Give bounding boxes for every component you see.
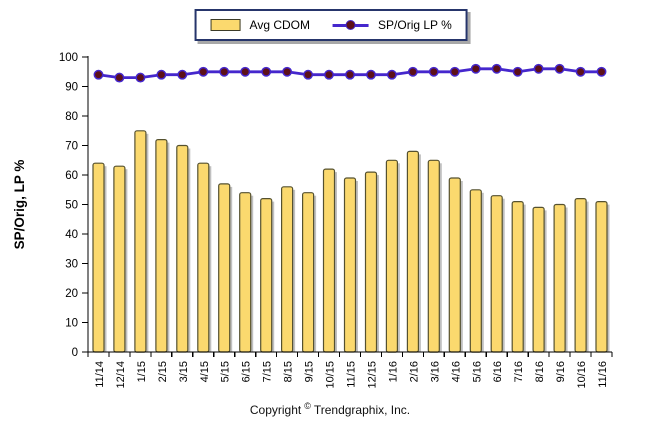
x-tick-label: 7/16 [513, 361, 525, 382]
bar-8-16 [532, 206, 545, 353]
x-tick-label: 5/15 [220, 361, 232, 382]
x-tick-label: 2/15 [157, 361, 169, 382]
bar-7-15 [260, 198, 273, 353]
line-point-4-16 [449, 66, 460, 77]
x-tick-label: 5/16 [471, 361, 483, 382]
x-tick-label: 6/15 [241, 361, 253, 382]
x-tick-label: 3/16 [429, 361, 441, 382]
legend-line-marker-icon [346, 20, 357, 30]
x-tick-label: 11/16 [597, 361, 609, 388]
x-tick-label: 4/16 [450, 361, 462, 382]
line-point-2-15 [156, 69, 167, 80]
y-tick-label: 70 [65, 141, 78, 153]
bar-5-16 [469, 189, 482, 353]
bar-12-14 [113, 165, 126, 353]
bar-11-15 [343, 177, 357, 353]
line-point-2-16 [407, 66, 418, 77]
line-point-11-15 [345, 69, 355, 80]
y-axis-title: SP/Orig, LP % [12, 160, 27, 250]
bar-3-16 [427, 159, 440, 353]
line-point-1-15 [135, 72, 146, 83]
copyright-prefix: Copyright [249, 403, 302, 417]
line-point-8-15 [282, 66, 293, 77]
x-tick-label: 6/16 [492, 361, 504, 382]
bar-11-14 [92, 162, 105, 353]
bar-7-16 [511, 201, 524, 353]
bar-3-15 [176, 144, 189, 353]
legend-bar-label: Avg CDOM [249, 18, 311, 32]
bar-4-15 [197, 162, 210, 353]
y-tick-label: 80 [65, 111, 78, 123]
y-tick-label: 40 [65, 229, 78, 241]
y-tick-label: 0 [72, 347, 78, 359]
y-tick-label: 60 [65, 170, 78, 182]
copyright-company: Trendgraphix, Inc. [313, 403, 411, 417]
bar-4-16 [448, 177, 461, 353]
bar-2-16 [406, 150, 419, 353]
line-point-11-14 [93, 69, 104, 80]
x-tick-label: 1/15 [136, 361, 148, 382]
line-point-4-15 [198, 66, 209, 77]
bar-9-15 [302, 192, 315, 353]
bar-2-15 [155, 139, 168, 353]
line-point-1-16 [386, 69, 397, 80]
bar-6-16 [490, 195, 503, 353]
x-tick-label: 3/15 [178, 361, 190, 382]
x-tick-label: 10/15 [325, 361, 337, 389]
bar-8-15 [281, 186, 294, 353]
x-tick-label: 2/16 [408, 361, 420, 382]
bar-5-15 [218, 183, 231, 353]
legend: Avg CDOM SP/Orig LP % [194, 9, 468, 41]
x-tick-label: 9/15 [304, 361, 316, 382]
line-point-7-16 [512, 66, 523, 77]
y-tick-label: 30 [65, 259, 78, 271]
bar-10-16 [574, 198, 587, 353]
y-tick-label: 100 [59, 52, 78, 64]
copyright-symbol: © [304, 401, 311, 411]
bar-6-15 [239, 192, 252, 353]
x-tick-label: 12/14 [115, 361, 127, 389]
line-point-3-15 [177, 69, 188, 80]
line-point-8-16 [533, 63, 544, 74]
line-point-7-15 [261, 66, 272, 77]
bar-10-15 [322, 168, 336, 353]
y-tick-label: 90 [65, 82, 78, 94]
bar-12-15 [364, 171, 378, 353]
y-tick-label: 50 [65, 200, 78, 212]
bar-9-16 [553, 203, 566, 353]
x-tick-label: 9/16 [555, 361, 567, 382]
line-point-12-15 [366, 69, 376, 80]
line-point-11-16 [596, 66, 607, 77]
x-tick-label: 12/15 [366, 361, 378, 389]
y-tick-label: 20 [65, 288, 78, 300]
line-point-5-16 [470, 63, 481, 74]
legend-line-label: SP/Orig LP % [378, 18, 452, 32]
x-tick-label: 4/15 [199, 361, 211, 382]
bar-11-16 [595, 201, 608, 353]
x-tick-label: 8/16 [534, 361, 546, 382]
legend-bar-swatch [210, 19, 241, 31]
line-point-9-16 [554, 63, 565, 74]
x-tick-label: 10/16 [576, 361, 588, 389]
line-point-6-15 [240, 66, 251, 77]
x-tick-label: 8/15 [283, 361, 295, 382]
y-tick-label: 10 [65, 318, 78, 330]
line-point-3-16 [428, 66, 439, 77]
line-point-6-16 [491, 63, 502, 74]
line-point-10-15 [324, 69, 334, 80]
line-point-10-16 [575, 66, 586, 77]
x-tick-label: 11/14 [94, 361, 106, 388]
x-tick-label: 7/15 [262, 361, 274, 382]
line-point-12-14 [114, 72, 125, 83]
bar-1-15 [134, 130, 147, 353]
x-tick-label: 11/15 [346, 361, 358, 388]
copyright-text: Copyright © Trendgraphix, Inc. [0, 401, 646, 417]
legend-line-swatch [333, 19, 370, 31]
bar-1-16 [385, 159, 398, 353]
line-point-9-15 [303, 69, 314, 80]
x-tick-label: 1/16 [387, 361, 399, 382]
line-point-5-15 [219, 66, 230, 77]
